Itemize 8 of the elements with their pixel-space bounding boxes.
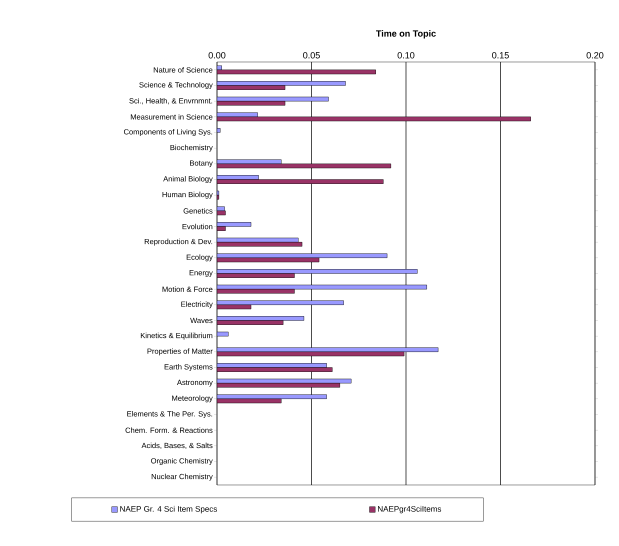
- legend-label: NAEP Gr. 4 Sci Item Specs: [120, 506, 218, 514]
- chart-title: Time on Topic: [376, 30, 436, 38]
- legend-label: NAEPgr4SciItems: [378, 506, 442, 514]
- x-tick-label: 0.20: [586, 52, 604, 58]
- x-tick-label: 0.15: [492, 52, 509, 58]
- x-tick-label: 0.00: [208, 52, 226, 58]
- x-tick-label: 0.05: [303, 52, 320, 58]
- x-tick-label: 0.10: [398, 52, 414, 58]
